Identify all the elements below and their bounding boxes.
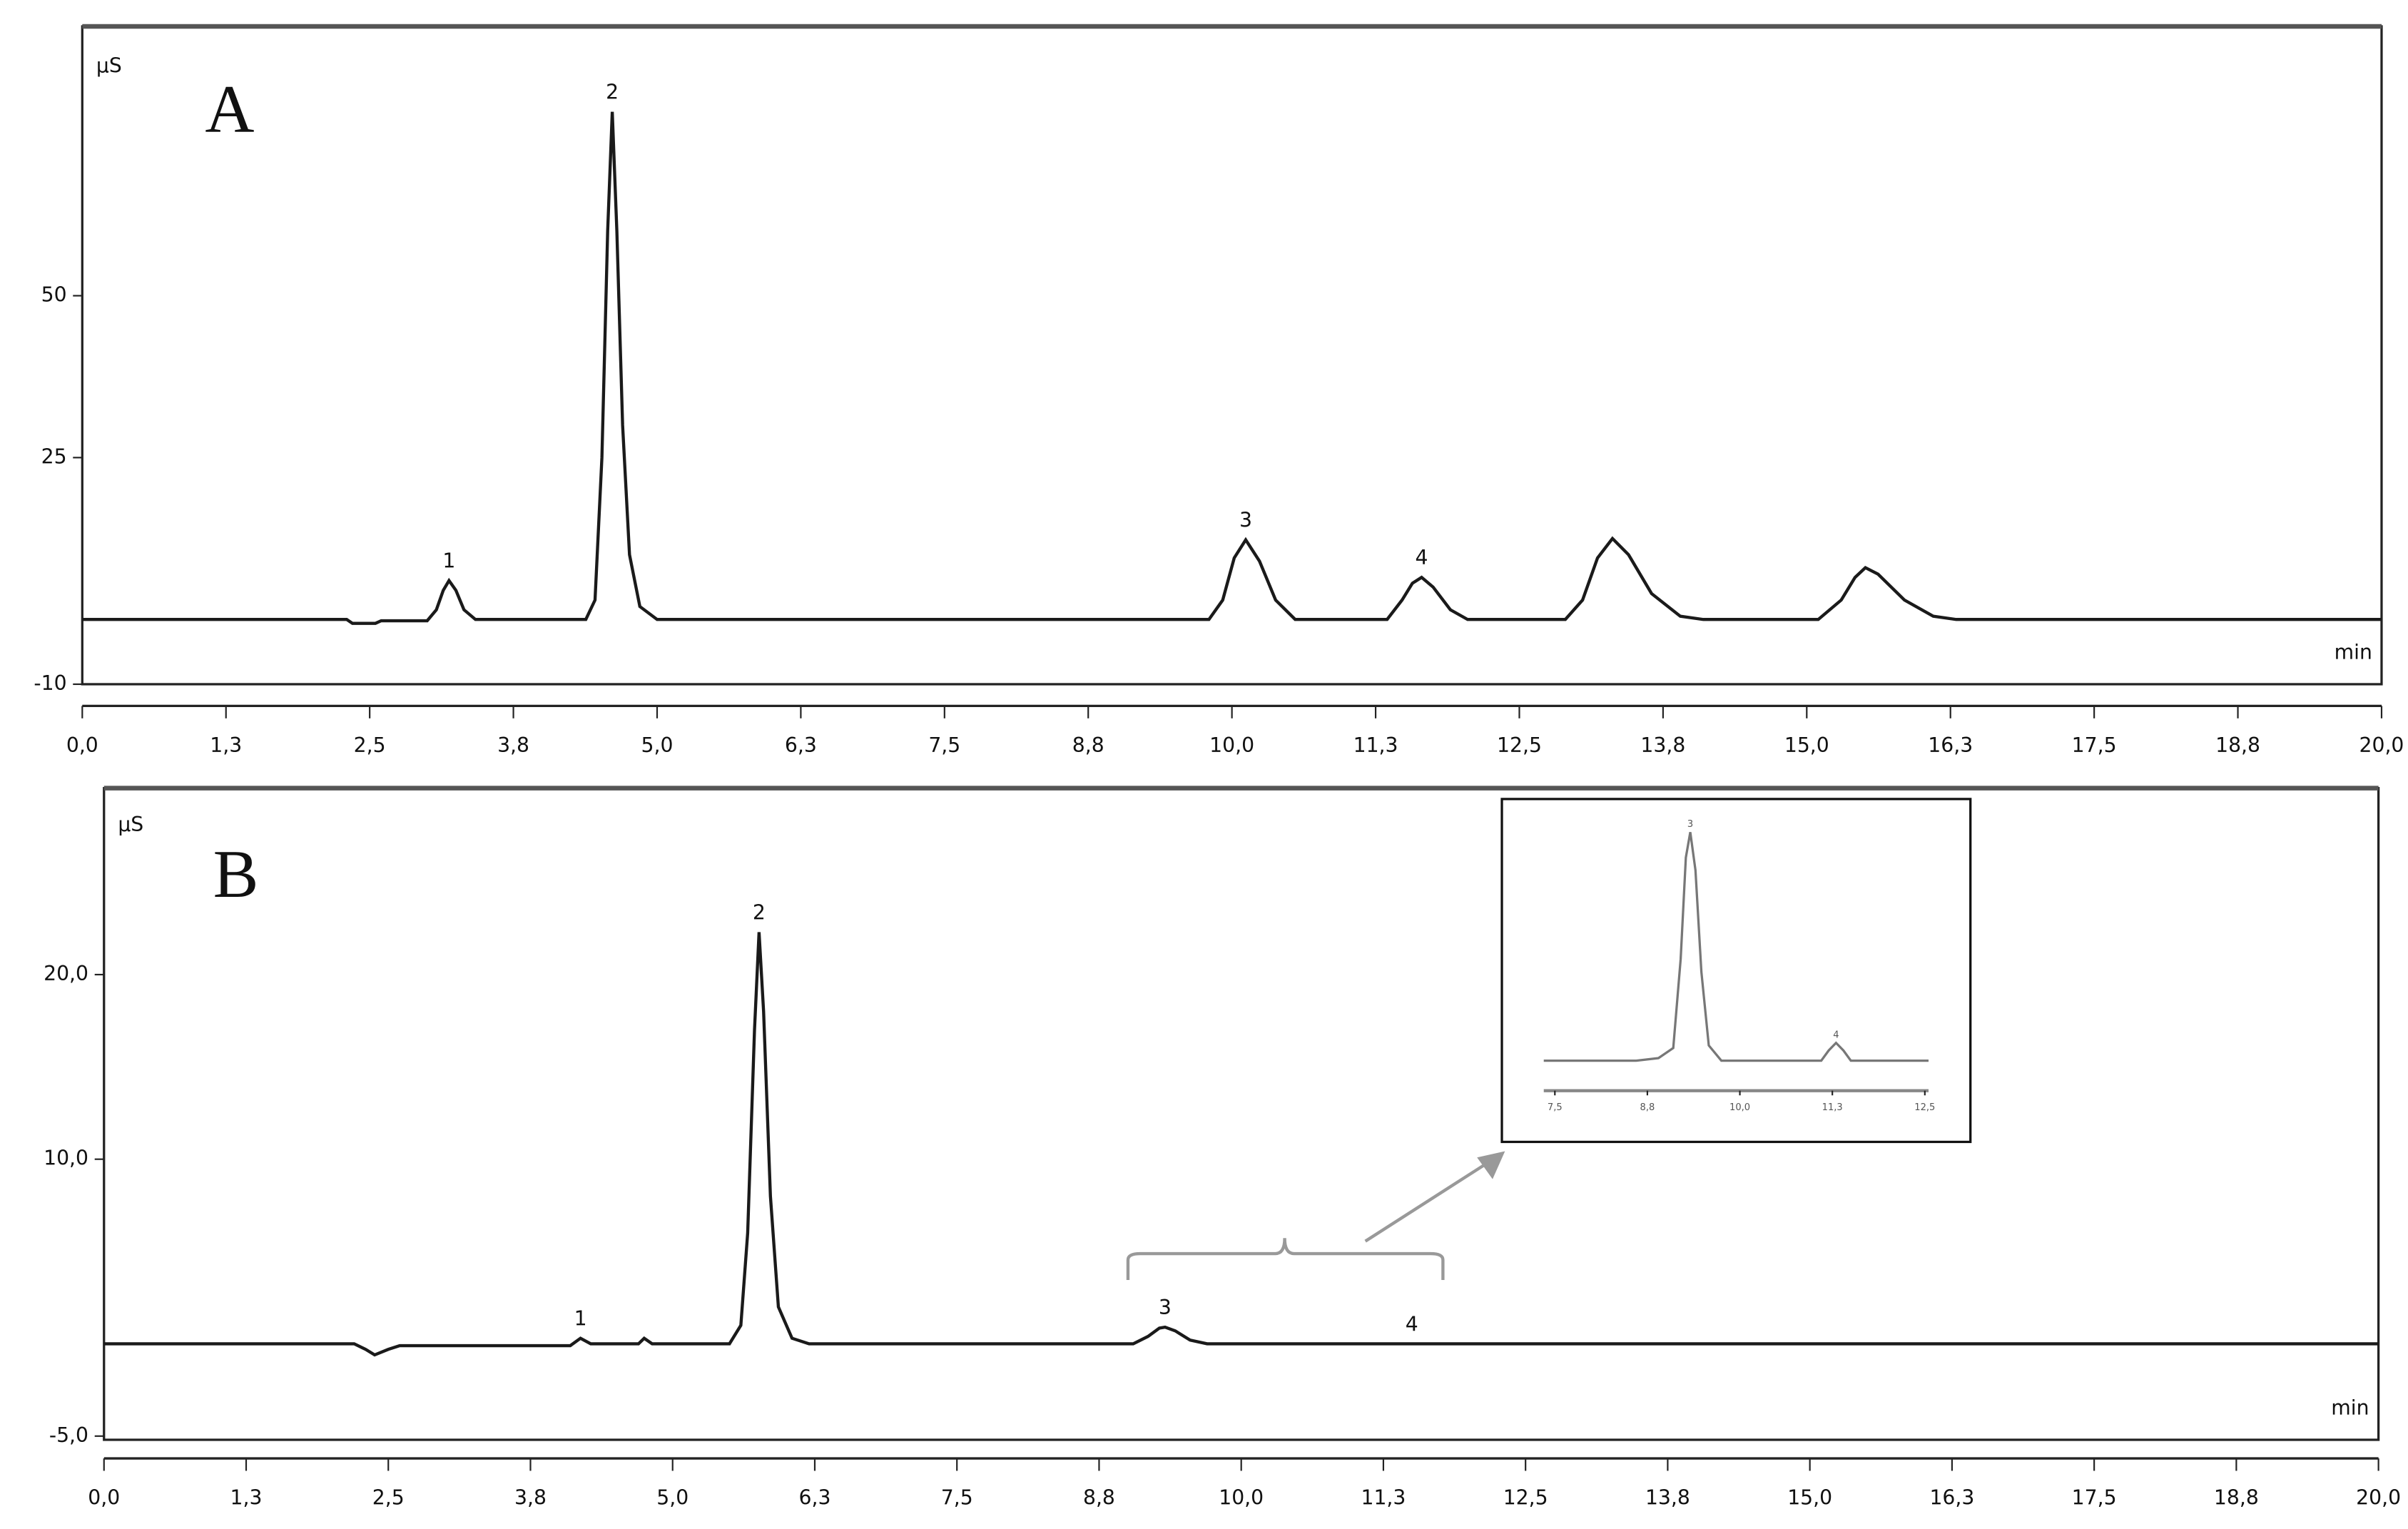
x-tick-label: 13,8	[1640, 733, 1685, 757]
peak-label: 3	[1159, 1296, 1172, 1319]
trace	[1543, 832, 1929, 1062]
x-tick-label: 2,5	[354, 733, 386, 757]
peak-label: 4	[1833, 1030, 1839, 1040]
plot-frame	[81, 25, 2383, 686]
peak-label: 1	[574, 1307, 587, 1331]
panel-label: B	[213, 836, 259, 912]
x-tick-label: 3,8	[497, 733, 529, 757]
inset-frame	[1500, 798, 1972, 1144]
y-tick-label: 20,0	[44, 962, 88, 985]
x-tick-label: 8,8	[1640, 1102, 1655, 1113]
arrow-head	[1477, 1151, 1505, 1179]
brace	[1126, 1238, 1445, 1280]
x-tick-label: 8,8	[1083, 1486, 1115, 1510]
x-tick-label: 12,5	[1503, 1486, 1548, 1510]
x-tick-label: 5,0	[656, 1486, 689, 1510]
y-unit: µS	[118, 813, 143, 836]
y-tick-label: -10	[34, 671, 66, 695]
x-tick-label: 15,0	[1784, 733, 1829, 757]
x-tick-label: 16,3	[1929, 1486, 1974, 1510]
x-tick-label: 1,3	[230, 1486, 263, 1510]
x-tick-label: 12,5	[1497, 733, 1542, 757]
x-tick-label: 17,5	[2072, 733, 2117, 757]
x-tick-label: 3,8	[514, 1486, 547, 1510]
x-tick-label: 10,0	[1219, 1486, 1264, 1510]
x-tick-label: 6,3	[785, 733, 817, 757]
x-unit: min	[2335, 640, 2372, 664]
x-tick-label: 1,3	[210, 733, 242, 757]
y-tick-label: 25	[41, 445, 67, 468]
trace	[82, 111, 2382, 625]
x-tick-label: 18,8	[2214, 1486, 2259, 1510]
peak-label: 1	[442, 549, 455, 573]
x-tick-label: 0,0	[88, 1486, 120, 1510]
arrow	[1364, 1162, 1488, 1243]
y-unit: µS	[96, 54, 122, 78]
y-tick-label: 10,0	[44, 1147, 88, 1170]
x-tick-label: 20,0	[2356, 1486, 2401, 1510]
x-tick-label: 7,5	[1548, 1102, 1563, 1113]
x-tick-label: 10,0	[1209, 733, 1254, 757]
y-tick-label: -5,0	[49, 1423, 88, 1447]
peak-label: 3	[1687, 819, 1693, 830]
x-tick-label: 6,3	[798, 1486, 830, 1510]
x-tick-label: 8,8	[1072, 733, 1104, 757]
peak-label: 4	[1406, 1312, 1418, 1336]
x-tick-label: 2,5	[372, 1486, 405, 1510]
x-tick-label: 17,5	[2072, 1486, 2117, 1510]
x-tick-label: 15,0	[1787, 1486, 1832, 1510]
x-unit: min	[2331, 1396, 2369, 1419]
peak-label: 3	[1239, 509, 1252, 532]
x-tick-label: 18,8	[2215, 733, 2260, 757]
x-tick-label: 7,5	[928, 733, 960, 757]
x-tick-label: 20,0	[2359, 733, 2404, 757]
x-tick-label: 16,3	[1928, 733, 1973, 757]
peak-label: 4	[1416, 546, 1428, 569]
x-tick-label: 5,0	[641, 733, 674, 757]
x-tick-label: 11,3	[1361, 1486, 1406, 1510]
plot-frame	[103, 787, 2380, 1441]
x-tick-label: 11,3	[1353, 733, 1398, 757]
x-tick-label: 13,8	[1645, 1486, 1690, 1510]
x-tick-label: 12,5	[1914, 1102, 1935, 1113]
x-tick-label: 10,0	[1729, 1102, 1750, 1113]
peak-label: 2	[606, 81, 619, 104]
trace	[103, 932, 2379, 1357]
x-tick-label: 0,0	[66, 733, 98, 757]
x-tick-label: 11,3	[1822, 1102, 1843, 1113]
y-tick-label: 50	[41, 283, 67, 306]
panel-label: A	[205, 71, 254, 147]
x-tick-label: 7,5	[941, 1486, 973, 1510]
peak-label: 2	[753, 900, 766, 924]
